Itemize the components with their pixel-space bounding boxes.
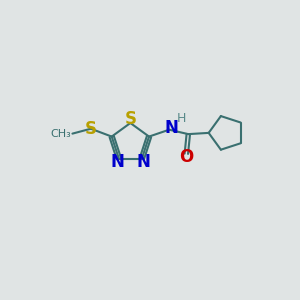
Text: N: N (136, 153, 150, 171)
Text: S: S (124, 110, 136, 128)
Text: CH₃: CH₃ (50, 129, 71, 139)
Text: H: H (177, 112, 187, 125)
Text: N: N (111, 153, 124, 171)
Text: S: S (85, 120, 97, 138)
Text: O: O (179, 148, 194, 166)
Text: N: N (164, 119, 178, 137)
